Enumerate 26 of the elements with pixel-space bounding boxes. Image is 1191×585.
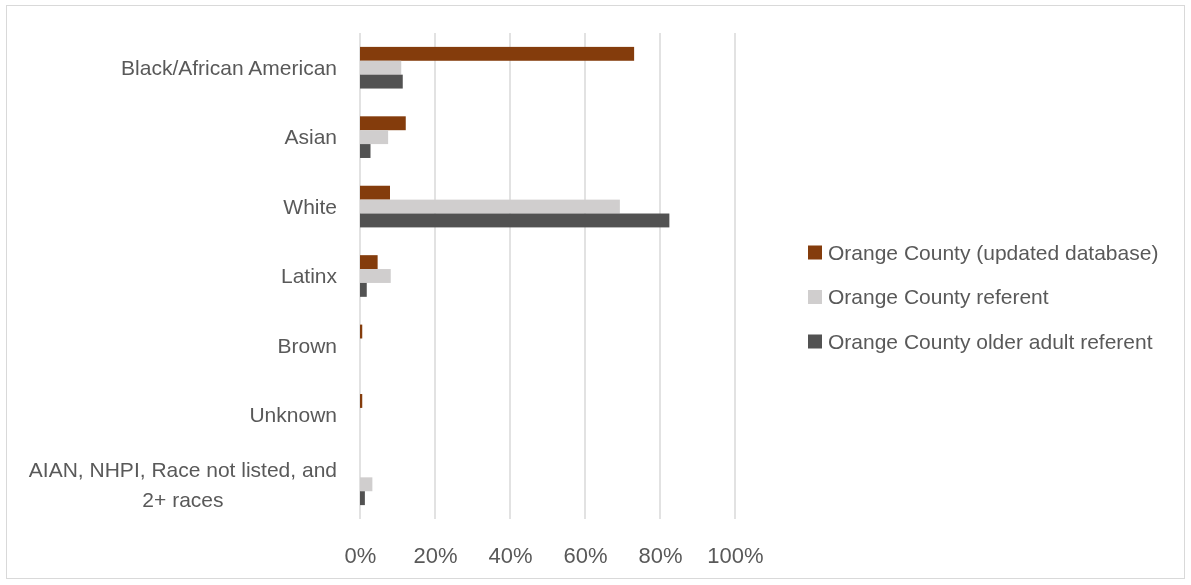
bar [360, 74, 403, 89]
bar [360, 213, 670, 228]
y-tick-label: Brown [277, 333, 337, 357]
bar [360, 144, 371, 158]
x-tick-label: 40% [488, 543, 533, 568]
y-tick-label: Black/African American [121, 56, 337, 80]
x-tick-label: 60% [563, 543, 608, 568]
bar [360, 116, 406, 131]
bar [360, 255, 378, 270]
y-tick-label: Asian [284, 125, 337, 149]
y-tick-label: AIAN, NHPI, Race not listed, and 2+ races [28, 457, 337, 511]
legend-label: Orange County (updated database) [828, 240, 1159, 264]
y-tick-label: Latinx [280, 264, 338, 288]
y-tick-label: White [283, 194, 337, 218]
y-tick-label: Unknown [249, 403, 337, 427]
bar [360, 491, 365, 506]
bar [360, 394, 363, 408]
x-tick-label: 0% [344, 543, 377, 568]
bar [360, 185, 390, 200]
legend-label: Orange County older adult referent [828, 329, 1153, 353]
bar [360, 46, 635, 61]
x-tick-label: 80% [638, 543, 683, 568]
x-tick-label: 20% [413, 543, 458, 568]
bar [360, 282, 367, 297]
legend-label: Orange County referent [828, 285, 1049, 309]
x-tick-label: 100% [707, 543, 764, 568]
